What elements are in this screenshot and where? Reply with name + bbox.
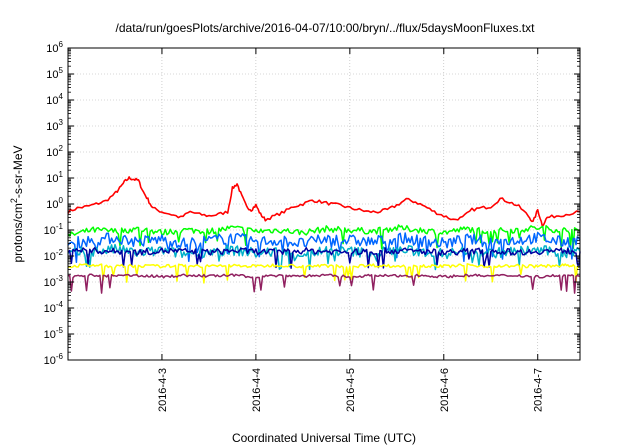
y-axis-label-rest: -s-sr-MeV (11, 145, 25, 198)
y-tick-label: 10-6 (44, 352, 64, 367)
x-tick-label: 2016-4-4 (251, 368, 263, 412)
y-tick-labels: 10-6 10-5 10-4 10-3 10-2 10-1 100 101 102 103 104 1… (44, 40, 64, 367)
x-tick-label: 2016-4-3 (157, 368, 169, 412)
y-tick-label: 10-1 (44, 222, 64, 237)
series-line-5 (67, 263, 581, 284)
y-axis-label-base: protons/cm (11, 203, 25, 262)
x-tick-label: 2016-4-5 (345, 368, 357, 412)
data-series (67, 176, 581, 294)
x-tick-labels: 2016-4-3 2016-4-4 2016-4-5 2016-4-6 2016-4-7 (157, 368, 545, 412)
x-axis-label: Coordinated Universal Time (UTC) (232, 431, 416, 445)
chart-title: /data/run/goesPlots/archive/2016-04-07/1… (116, 21, 536, 35)
series-line-2 (67, 231, 581, 264)
axis-ticks (68, 47, 580, 361)
y-tick-label: 101 (46, 170, 63, 185)
series-line-1 (67, 224, 581, 250)
y-tick-label: 105 (46, 66, 63, 81)
y-tick-label: 10-4 (44, 300, 64, 315)
y-tick-label: 102 (46, 144, 63, 159)
y-tick-label: 10-5 (44, 326, 64, 341)
y-tick-label: 100 (46, 196, 63, 211)
x-tick-label: 2016-4-7 (533, 368, 545, 412)
x-tick-label: 2016-4-6 (439, 368, 451, 412)
y-tick-label: 104 (46, 92, 63, 107)
y-tick-label: 10-3 (44, 274, 64, 289)
y-tick-label: 106 (46, 40, 63, 55)
y-axis-label-superscript: 2 (9, 198, 19, 203)
series-line-4 (67, 246, 581, 269)
y-axis-label: protons/cm2-s-sr-MeV (9, 145, 25, 262)
series-line-6 (67, 273, 581, 294)
series-line-0 (67, 176, 581, 228)
y-tick-label: 10-2 (44, 248, 64, 263)
grid-lines (68, 48, 580, 360)
y-tick-label: 103 (46, 118, 63, 133)
